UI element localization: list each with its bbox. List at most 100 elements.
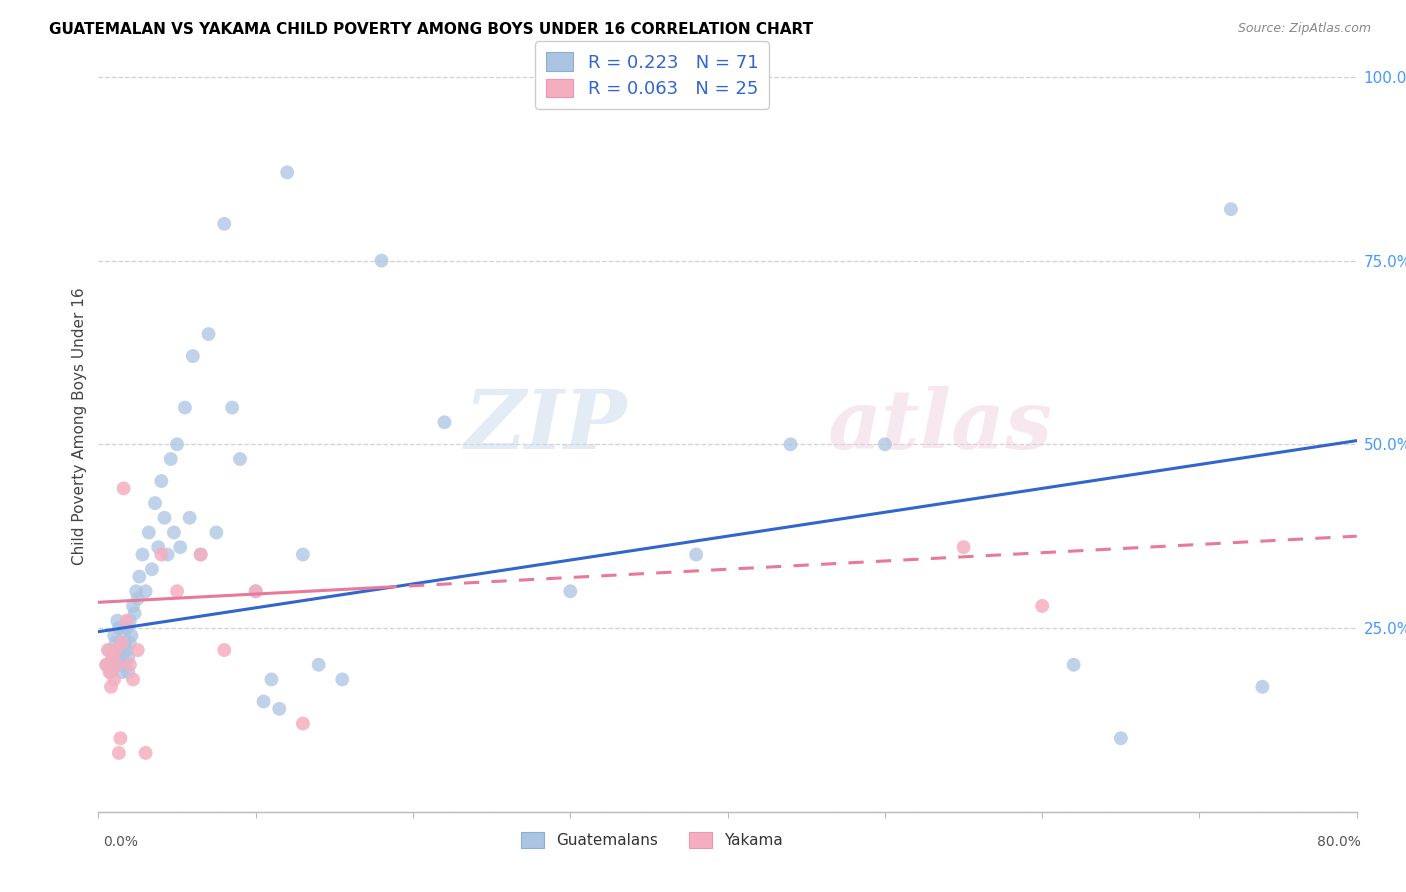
Point — [214, 217, 236, 231]
Point — [141, 562, 163, 576]
Point — [131, 548, 153, 562]
Point — [560, 584, 582, 599]
Point — [143, 496, 166, 510]
Point — [1031, 599, 1053, 613]
Y-axis label: Child Poverty Among Boys Under 16: Child Poverty Among Boys Under 16 — [72, 287, 87, 565]
Point — [112, 482, 135, 496]
Text: GUATEMALAN VS YAKAMA CHILD POVERTY AMONG BOYS UNDER 16 CORRELATION CHART: GUATEMALAN VS YAKAMA CHILD POVERTY AMONG… — [49, 22, 813, 37]
Point — [135, 746, 157, 760]
Point — [166, 584, 188, 599]
Point — [98, 643, 121, 657]
Point — [229, 452, 252, 467]
Point — [252, 694, 274, 708]
Point — [114, 657, 136, 672]
Point — [952, 540, 974, 554]
Point — [111, 636, 134, 650]
Point — [127, 591, 149, 606]
Point — [308, 657, 330, 672]
Point — [156, 548, 179, 562]
Point — [104, 643, 127, 657]
Point — [117, 665, 139, 679]
Point — [124, 607, 146, 621]
Point — [103, 673, 125, 687]
Point — [148, 540, 170, 554]
Point — [101, 650, 124, 665]
Point — [105, 657, 128, 672]
Point — [169, 540, 191, 554]
Point — [97, 643, 120, 657]
Point — [115, 643, 138, 657]
Point — [181, 349, 204, 363]
Point — [103, 628, 125, 642]
Point — [245, 584, 267, 599]
Point — [110, 636, 132, 650]
Point — [433, 415, 456, 429]
Point — [179, 510, 201, 524]
Text: 0.0%: 0.0% — [103, 835, 138, 848]
Point — [122, 599, 145, 613]
Text: ZIP: ZIP — [464, 386, 627, 466]
Point — [260, 673, 283, 687]
Legend: Guatemalans, Yakama: Guatemalans, Yakama — [515, 826, 789, 855]
Point — [276, 165, 298, 179]
Point — [153, 510, 176, 524]
Point — [330, 673, 353, 687]
Text: atlas: atlas — [828, 386, 1053, 466]
Point — [112, 628, 135, 642]
Point — [105, 650, 128, 665]
Point — [197, 327, 219, 342]
Point — [114, 636, 136, 650]
Point — [105, 614, 128, 628]
Point — [110, 731, 132, 746]
Point — [125, 584, 148, 599]
Point — [685, 548, 707, 562]
Point — [104, 636, 127, 650]
Point — [163, 525, 186, 540]
Text: 80.0%: 80.0% — [1317, 835, 1361, 848]
Point — [98, 665, 121, 679]
Point — [120, 628, 142, 642]
Point — [118, 614, 141, 628]
Point — [118, 657, 141, 672]
Point — [96, 657, 118, 672]
Point — [214, 643, 236, 657]
Point — [115, 614, 138, 628]
Point — [96, 657, 118, 672]
Point — [1251, 680, 1274, 694]
Point — [291, 716, 314, 731]
Point — [1109, 731, 1132, 746]
Point — [108, 621, 131, 635]
Text: Source: ZipAtlas.com: Source: ZipAtlas.com — [1237, 22, 1371, 36]
Point — [370, 253, 392, 268]
Point — [205, 525, 228, 540]
Point — [101, 650, 124, 665]
Point — [138, 525, 160, 540]
Point — [873, 437, 896, 451]
Point — [108, 746, 131, 760]
Point — [1220, 202, 1243, 216]
Point — [118, 636, 141, 650]
Point — [150, 548, 173, 562]
Point — [112, 643, 135, 657]
Point — [108, 643, 131, 657]
Point — [159, 452, 181, 467]
Point — [291, 548, 314, 562]
Point — [1063, 657, 1085, 672]
Point — [111, 665, 134, 679]
Point — [150, 474, 173, 488]
Point — [128, 569, 150, 583]
Point — [166, 437, 188, 451]
Point — [103, 657, 125, 672]
Point — [100, 665, 122, 679]
Point — [779, 437, 801, 451]
Point — [100, 680, 122, 694]
Point — [122, 673, 145, 687]
Point — [190, 548, 212, 562]
Point — [190, 548, 212, 562]
Point — [221, 401, 243, 415]
Point — [174, 401, 197, 415]
Point — [117, 650, 139, 665]
Point — [269, 702, 291, 716]
Point — [110, 657, 132, 672]
Point — [127, 643, 149, 657]
